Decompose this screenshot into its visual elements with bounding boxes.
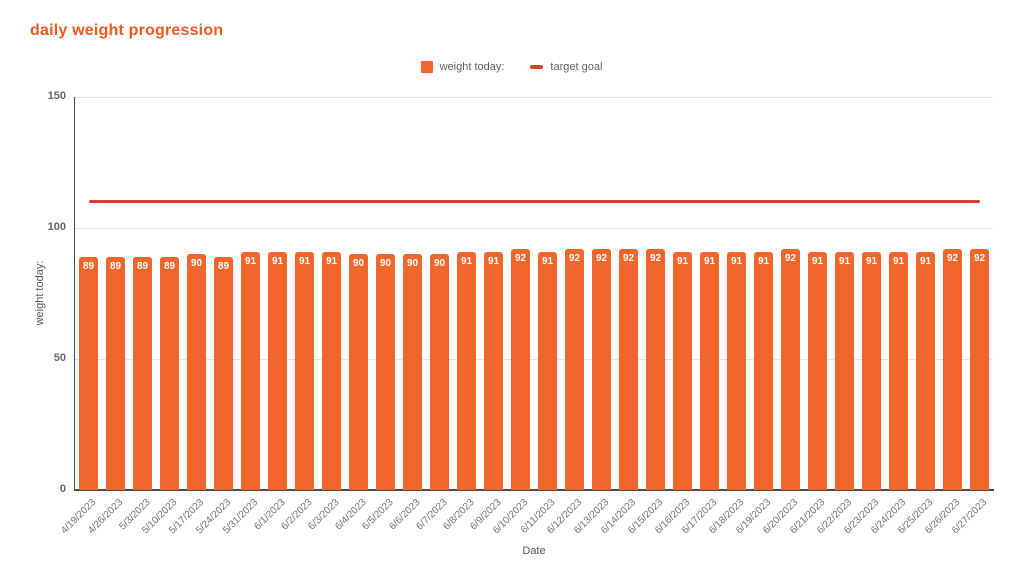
bar [700,251,719,490]
bar [943,248,962,490]
legend-item-weight-today: weight today: [420,61,505,73]
bar-value-label: 91 [703,255,716,267]
bar-value-label: 89 [217,260,230,272]
bar [889,251,908,490]
bar [376,254,395,490]
bar-value-label: 91 [676,255,689,267]
bar-value-label: 91 [757,255,770,267]
bar-series-swatch-icon [420,61,433,73]
bar [430,254,449,490]
bar-value-label: 91 [919,255,932,267]
gridline [75,359,993,360]
bar [403,254,422,490]
bar [619,248,638,490]
bar-value-label: 92 [649,252,662,264]
bar [808,251,827,490]
bar [106,256,125,490]
bar [241,251,260,490]
bar [133,256,152,490]
bar-value-label: 92 [622,252,635,264]
bar-value-label: 89 [109,260,122,272]
legend-item-target-goal: target goal [530,61,602,73]
bar-value-label: 89 [163,260,176,272]
bar-value-label: 92 [973,252,986,264]
bar [754,251,773,490]
x-axis-title: Date [522,545,546,557]
bar-value-label: 89 [82,260,95,272]
y-axis-tick-label: 150 [47,90,66,102]
bar-value-label: 91 [271,255,284,267]
chart-legend: weight today: target goal [0,61,1023,73]
bar [349,254,368,490]
bar [538,251,557,490]
bar [457,251,476,490]
bar-value-label: 92 [946,252,959,264]
line-series-swatch-icon [530,65,544,69]
y-axis-title: weight today: [34,260,46,326]
bar-value-label: 91 [460,255,473,267]
bar [79,256,98,490]
y-axis-tick-label: 100 [47,221,66,233]
bar [646,248,665,490]
legend-label: target goal [550,61,603,73]
bar [862,251,881,490]
bar-value-label: 91 [892,255,905,267]
bar-value-label: 92 [784,252,797,264]
bar [565,248,584,490]
bar-value-label: 91 [244,255,257,267]
bar-value-label: 91 [541,255,554,267]
bar-value-label: 90 [406,258,419,270]
gridline [75,97,993,98]
bar-value-label: 92 [514,252,527,264]
bar [511,248,530,490]
legend-label: weight today: [439,61,505,73]
gridline [75,228,993,229]
bar-value-label: 90 [352,258,365,270]
bar [214,256,233,490]
bar [835,251,854,490]
bar [592,248,611,490]
bar [970,248,989,490]
bar [322,251,341,490]
bar-value-label: 91 [325,255,338,267]
bar-value-label: 92 [595,252,608,264]
bar-value-label: 92 [568,252,581,264]
bar [268,251,287,490]
bar [160,256,179,490]
x-axis-baseline [74,489,994,491]
chart-title: daily weight progression [30,22,224,39]
target-goal-line [88,200,980,204]
y-axis-line [74,97,75,490]
bar [187,254,206,490]
bar [484,251,503,490]
y-axis-tick-label: 50 [53,352,66,364]
bar-value-label: 91 [811,255,824,267]
bar [781,248,800,490]
bar [727,251,746,490]
bar-value-label: 90 [379,258,392,270]
bar-value-label: 91 [865,255,878,267]
bar [916,251,935,490]
bar-value-label: 91 [730,255,743,267]
y-axis-tick-label: 0 [59,483,66,495]
bar [295,251,314,490]
bar-value-label: 91 [487,255,500,267]
bar [673,251,692,490]
bar-value-label: 90 [190,258,203,270]
bar-value-label: 89 [136,260,149,272]
bar-value-label: 91 [838,255,851,267]
bar-value-label: 90 [433,258,446,270]
bar-value-label: 91 [298,255,311,267]
